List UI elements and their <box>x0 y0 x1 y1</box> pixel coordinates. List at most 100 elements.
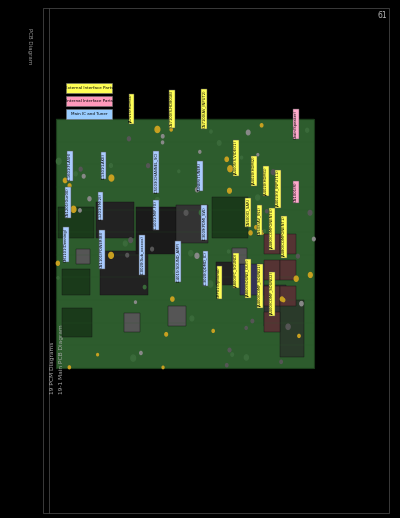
Circle shape <box>165 333 168 336</box>
Circle shape <box>189 251 193 256</box>
FancyBboxPatch shape <box>264 285 286 326</box>
Circle shape <box>162 135 164 138</box>
Circle shape <box>210 130 212 133</box>
FancyBboxPatch shape <box>240 264 264 295</box>
Circle shape <box>286 324 290 329</box>
Text: IC4015(SOUND_AMP): IC4015(SOUND_AMP) <box>176 241 180 282</box>
Circle shape <box>271 170 275 175</box>
FancyBboxPatch shape <box>280 300 304 357</box>
Circle shape <box>174 269 177 274</box>
Circle shape <box>171 297 174 301</box>
Text: JA800(SOUND_OUT): JA800(SOUND_OUT) <box>246 260 250 297</box>
Circle shape <box>199 151 201 153</box>
Text: External Interface Parts: External Interface Parts <box>65 86 113 90</box>
Circle shape <box>195 253 199 258</box>
Text: JA4020(HDMI2): JA4020(HDMI2) <box>252 156 256 185</box>
Text: JA800(PC_SOUND): JA800(PC_SOUND) <box>234 253 238 287</box>
Circle shape <box>68 184 71 188</box>
Circle shape <box>218 141 221 145</box>
Circle shape <box>199 210 203 215</box>
FancyBboxPatch shape <box>264 312 280 332</box>
Text: JA400(COMP_SOUND1): JA400(COMP_SOUND1) <box>258 265 262 307</box>
Circle shape <box>306 128 309 132</box>
Circle shape <box>231 353 234 356</box>
Circle shape <box>226 364 228 367</box>
Circle shape <box>212 329 214 333</box>
Text: 61: 61 <box>378 11 387 20</box>
Circle shape <box>245 326 247 329</box>
Text: IC0020(Sub_xxxxxx): IC0020(Sub_xxxxxx) <box>140 236 144 274</box>
Text: TUNER(TUNER): TUNER(TUNER) <box>198 162 202 191</box>
Text: Internal Interface Parts: Internal Interface Parts <box>66 99 112 103</box>
Text: IC3009(PDMI_SW): IC3009(PDMI_SW) <box>202 206 206 239</box>
Text: IC1201(FM(2)): IC1201(FM(2)) <box>99 193 103 220</box>
Circle shape <box>134 301 136 304</box>
Text: CN608(AV_IN1): CN608(AV_IN1) <box>257 206 261 235</box>
Text: IC1001(MIP-FX): IC1001(MIP-FX) <box>154 200 158 229</box>
Circle shape <box>228 166 232 172</box>
FancyBboxPatch shape <box>66 96 112 106</box>
Circle shape <box>190 316 194 321</box>
FancyBboxPatch shape <box>176 205 208 243</box>
Circle shape <box>156 198 159 203</box>
Text: CM1101(Denning): CM1101(Denning) <box>64 227 68 262</box>
Circle shape <box>178 170 180 172</box>
FancyBboxPatch shape <box>264 286 280 306</box>
Circle shape <box>240 156 243 159</box>
FancyBboxPatch shape <box>280 234 296 254</box>
Circle shape <box>162 141 164 144</box>
Circle shape <box>109 252 113 258</box>
Circle shape <box>74 172 77 176</box>
Circle shape <box>140 351 142 354</box>
Circle shape <box>97 353 98 356</box>
Text: IC1601(FLASH): IC1601(FLASH) <box>68 152 72 180</box>
Text: CN7100(AV_INPUT2): CN7100(AV_INPUT2) <box>202 90 206 128</box>
Circle shape <box>196 188 199 192</box>
Circle shape <box>88 197 91 201</box>
Circle shape <box>280 297 284 301</box>
Circle shape <box>82 175 85 178</box>
Text: GRP01(Optional): GRP01(Optional) <box>217 267 221 298</box>
Circle shape <box>79 167 82 171</box>
Text: CN600(D_SAR): CN600(D_SAR) <box>246 198 250 226</box>
Circle shape <box>266 210 268 213</box>
Text: CN7100(S-HD801B): CN7100(S-HD801B) <box>170 90 174 127</box>
Circle shape <box>256 195 260 200</box>
Circle shape <box>228 189 231 193</box>
Text: JA400(COMP_SOUND2): JA400(COMP_SOUND2) <box>270 272 274 315</box>
Circle shape <box>128 137 130 141</box>
Text: CN1001(R): CN1001(R) <box>294 181 298 202</box>
Circle shape <box>147 164 150 168</box>
Circle shape <box>79 209 81 212</box>
Text: CN1201(Gur00): CN1201(Gur00) <box>66 187 70 217</box>
Circle shape <box>298 335 300 337</box>
Circle shape <box>294 276 298 281</box>
Circle shape <box>170 128 172 131</box>
Circle shape <box>255 226 257 229</box>
Text: IC3020(QDMD_IC): IC3020(QDMD_IC) <box>203 251 207 285</box>
FancyBboxPatch shape <box>264 260 280 280</box>
Text: JA7015(HDMI3): JA7015(HDMI3) <box>129 94 133 123</box>
Circle shape <box>126 253 128 257</box>
Circle shape <box>109 175 114 181</box>
FancyBboxPatch shape <box>58 207 94 238</box>
FancyBboxPatch shape <box>66 109 112 119</box>
Text: JA4020(HDMI1): JA4020(HDMI1) <box>264 167 268 196</box>
Text: PCB Diagram: PCB Diagram <box>27 28 32 65</box>
FancyBboxPatch shape <box>62 308 92 337</box>
Circle shape <box>282 298 285 301</box>
Circle shape <box>162 366 164 369</box>
Circle shape <box>228 250 230 253</box>
Circle shape <box>184 210 188 215</box>
Text: Main IC and Tuner: Main IC and Tuner <box>71 112 107 116</box>
Circle shape <box>123 241 127 246</box>
Circle shape <box>143 285 146 289</box>
Circle shape <box>208 281 213 287</box>
Text: 19 PCM Diagrams: 19 PCM Diagrams <box>50 341 55 394</box>
Circle shape <box>56 159 61 164</box>
Circle shape <box>129 238 132 242</box>
Circle shape <box>308 210 312 215</box>
Circle shape <box>71 206 76 212</box>
FancyBboxPatch shape <box>62 269 90 295</box>
Circle shape <box>56 261 59 265</box>
